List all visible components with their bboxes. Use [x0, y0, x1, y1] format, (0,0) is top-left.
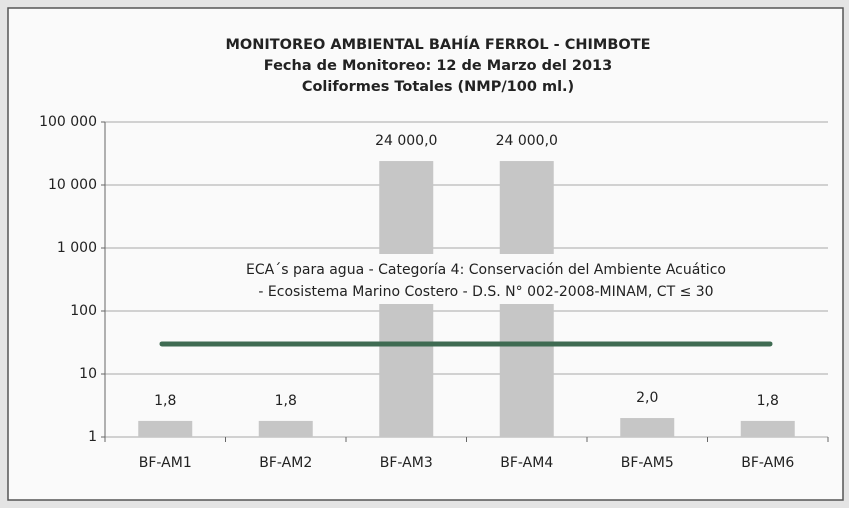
bar	[138, 420, 193, 437]
y-tick-label: 10	[79, 366, 97, 382]
chart-subtitle: Coliformes Totales (NMP/100 ml.)	[302, 79, 574, 95]
x-tick-label: BF-AM5	[621, 455, 674, 471]
value-label: 1,8	[154, 393, 176, 409]
bar	[620, 418, 675, 437]
y-tick-label: 1	[88, 429, 97, 445]
chart-subtitle: Fecha de Monitoreo: 12 de Marzo del 2013	[264, 58, 612, 74]
value-label: 1,8	[275, 393, 297, 409]
annotation-box	[192, 254, 784, 304]
grid: 1 10 100 1 000 10 000 100 000	[39, 114, 829, 445]
value-label: 24 000,0	[375, 133, 437, 149]
annotation: ECA´s para agua - Categoría 4: Conservac…	[246, 262, 726, 278]
value-label: 1,8	[757, 393, 779, 409]
bar	[740, 420, 795, 437]
y-tick-label: 100	[70, 303, 97, 319]
annotation: - Ecosistema Marino Costero - D.S. N° 00…	[258, 284, 713, 300]
x-tick-label: BF-AM3	[380, 455, 433, 471]
value-label: 24 000,0	[496, 133, 558, 149]
x-tick-label: BF-AM2	[259, 455, 312, 471]
y-tick-label: 100 000	[39, 114, 97, 130]
overlay: BF-AM1 1,8 BF-AM2 1,8 BF-AM3 24 000,0 BF-AM4 24…	[139, 133, 795, 471]
x-tick-label: BF-AM1	[139, 455, 192, 471]
chart-title: MONITOREO AMBIENTAL BAHÍA FERROL - CHIMB…	[225, 36, 650, 53]
y-tick-label: 10 000	[48, 177, 97, 193]
bar	[258, 420, 313, 437]
value-label: 2,0	[636, 390, 658, 406]
x-tick-label: BF-AM4	[500, 455, 553, 471]
y-tick-label: 1 000	[57, 240, 97, 256]
x-tick-label: BF-AM6	[741, 455, 794, 471]
